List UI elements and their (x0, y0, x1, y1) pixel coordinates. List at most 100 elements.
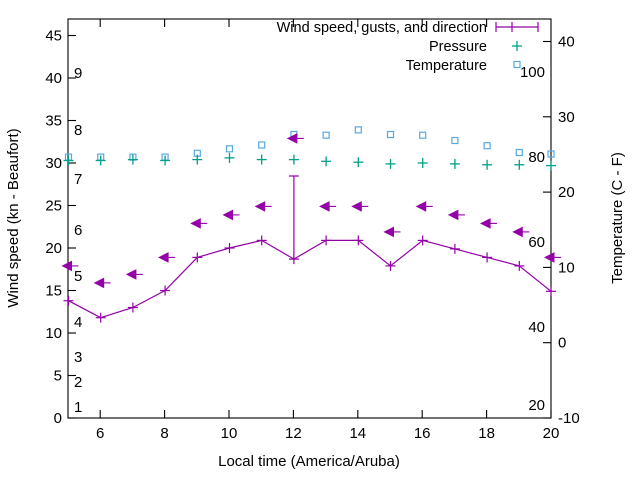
right-tick-label: 30 (558, 109, 575, 126)
pressure-point (385, 158, 396, 169)
wind-direction-arrow (318, 201, 337, 212)
fahrenheit-label: 60 (528, 234, 545, 251)
x-tick-label: 10 (221, 425, 238, 442)
fahrenheit-label: 40 (528, 319, 545, 336)
right-tick-label: 40 (558, 34, 575, 51)
temp-point (354, 126, 362, 134)
pressure-point (127, 154, 138, 165)
wind-direction-arrow (415, 201, 433, 212)
temp-point (451, 136, 459, 145)
pressure-point (256, 154, 267, 165)
wind-direction-arrow (383, 226, 401, 238)
wind-direction-arrow (447, 209, 465, 221)
x-axis-title: Local time (America/Aruba) (218, 453, 400, 470)
pressure-point (160, 155, 171, 166)
legend-symbol-pressure (512, 41, 522, 51)
beaufort-label: 9 (74, 65, 82, 82)
legend-label-wind: Wind speed, gusts, and direction (277, 20, 487, 36)
wind-direction-arrows (61, 133, 561, 289)
left-tick-label: 20 (45, 240, 62, 257)
wind-point (353, 235, 364, 246)
right-axis-tick-labels: -10 0 10 20 30 40 (558, 34, 580, 428)
right-axis-ticks (543, 40, 551, 419)
wind-direction-arrow (157, 252, 176, 263)
temp-point (419, 131, 427, 139)
fahrenheit-label: 20 (528, 397, 545, 414)
beaufort-scale-labels: 1 2 3 4 5 6 7 8 9 (74, 65, 82, 416)
temp-point (483, 142, 491, 150)
series-temperature (64, 126, 555, 161)
gust-error-bar (288, 175, 299, 260)
beaufort-label: 6 (74, 222, 82, 239)
wind-point (256, 235, 267, 246)
wind-direction-arrow (479, 218, 498, 229)
wind-point (449, 243, 460, 254)
pressure-point (417, 158, 428, 168)
x-tick-label: 6 (96, 425, 104, 442)
beaufort-label: 5 (74, 268, 82, 285)
temp-point (515, 148, 523, 157)
x-axis-ticks (99, 19, 552, 418)
plot-frame (67, 18, 552, 419)
left-axis-tick-labels: 0 5 10 15 20 25 30 35 40 45 (45, 28, 62, 428)
wind-point (224, 243, 235, 253)
beaufort-label: 4 (74, 314, 82, 331)
series-pressure (63, 152, 556, 171)
right-tick-label: 10 (558, 259, 575, 276)
temp-point (258, 141, 266, 149)
wind-point (63, 295, 74, 306)
pressure-point (224, 152, 235, 163)
x-tick-label: 8 (160, 425, 168, 442)
wind-direction-arrow (61, 260, 79, 272)
left-tick-label: 5 (54, 368, 62, 385)
x-tick-label: 20 (543, 425, 560, 442)
left-tick-label: 10 (45, 325, 62, 342)
fahrenheit-scale-labels: 20 40 60 80 100 (520, 64, 545, 414)
wind-direction-arrow (125, 269, 143, 280)
wind-direction-arrow (254, 201, 272, 212)
wind-direction-arrow (93, 277, 111, 289)
wind-direction-arrow (190, 218, 208, 229)
y-axis-title-left: Wind speed (kn - Beaufort) (5, 128, 22, 307)
left-axis-ticks (68, 34, 76, 419)
left-tick-label: 15 (45, 283, 62, 300)
pressure-point (63, 155, 74, 166)
wind-direction-arrow (351, 201, 369, 212)
fahrenheit-label: 100 (520, 64, 545, 81)
x-axis-tick-labels: 6 8 10 12 14 16 18 20 (96, 425, 559, 442)
pressure-point (482, 159, 493, 170)
legend-label-temperature: Temperature (406, 58, 487, 74)
left-tick-label: 35 (45, 113, 62, 130)
wind-point (546, 286, 556, 297)
x-tick-label: 18 (478, 425, 495, 442)
wind-point (160, 285, 171, 296)
wind-direction-arrow (286, 133, 304, 144)
wind-point (385, 260, 396, 271)
wind-point (288, 254, 299, 265)
y-axis-title-right: Temperature (C - F) (609, 152, 626, 284)
legend-label-pressure: Pressure (429, 39, 487, 55)
temp-point (547, 150, 555, 158)
temp-point (322, 131, 330, 139)
right-tick-label: 0 (558, 335, 566, 352)
wind-point (95, 312, 106, 323)
wind-direction-arrow (222, 209, 240, 221)
pressure-point (192, 154, 203, 165)
pressure-point (321, 156, 332, 167)
left-tick-label: 0 (54, 410, 62, 427)
wind-speed-line (68, 239, 552, 319)
left-tick-label: 25 (45, 198, 62, 215)
right-tick-label: 20 (558, 184, 575, 201)
beaufort-label: 8 (74, 122, 82, 139)
temp-point (386, 130, 395, 139)
legend: Wind speed, gusts, and direction Pressur… (277, 20, 539, 74)
legend-symbol-wind (495, 22, 539, 32)
wind-speed-markers (63, 235, 556, 323)
x-tick-label: 16 (414, 425, 431, 442)
beaufort-label: 1 (74, 399, 82, 416)
wind-direction-arrow (543, 252, 561, 263)
wind-point (417, 235, 428, 246)
pressure-point (288, 154, 299, 165)
right-tick-label: -10 (558, 410, 580, 427)
